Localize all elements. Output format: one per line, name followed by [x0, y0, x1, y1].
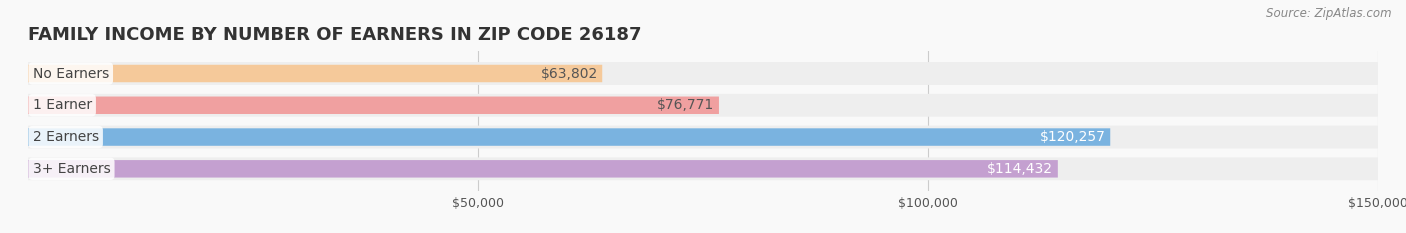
Text: Source: ZipAtlas.com: Source: ZipAtlas.com: [1267, 7, 1392, 20]
Text: $120,257: $120,257: [1040, 130, 1105, 144]
FancyBboxPatch shape: [28, 126, 1378, 148]
Text: 1 Earner: 1 Earner: [32, 98, 91, 112]
Text: $63,802: $63,802: [540, 66, 598, 80]
FancyBboxPatch shape: [28, 160, 1057, 178]
Text: 3+ Earners: 3+ Earners: [32, 162, 110, 176]
Text: FAMILY INCOME BY NUMBER OF EARNERS IN ZIP CODE 26187: FAMILY INCOME BY NUMBER OF EARNERS IN ZI…: [28, 26, 641, 44]
FancyBboxPatch shape: [28, 96, 718, 114]
Text: No Earners: No Earners: [32, 66, 108, 80]
FancyBboxPatch shape: [28, 62, 1378, 85]
FancyBboxPatch shape: [28, 94, 1378, 117]
Text: $76,771: $76,771: [657, 98, 714, 112]
FancyBboxPatch shape: [28, 65, 602, 82]
FancyBboxPatch shape: [28, 128, 1111, 146]
FancyBboxPatch shape: [28, 157, 1378, 180]
Text: 2 Earners: 2 Earners: [32, 130, 98, 144]
Text: $114,432: $114,432: [987, 162, 1053, 176]
